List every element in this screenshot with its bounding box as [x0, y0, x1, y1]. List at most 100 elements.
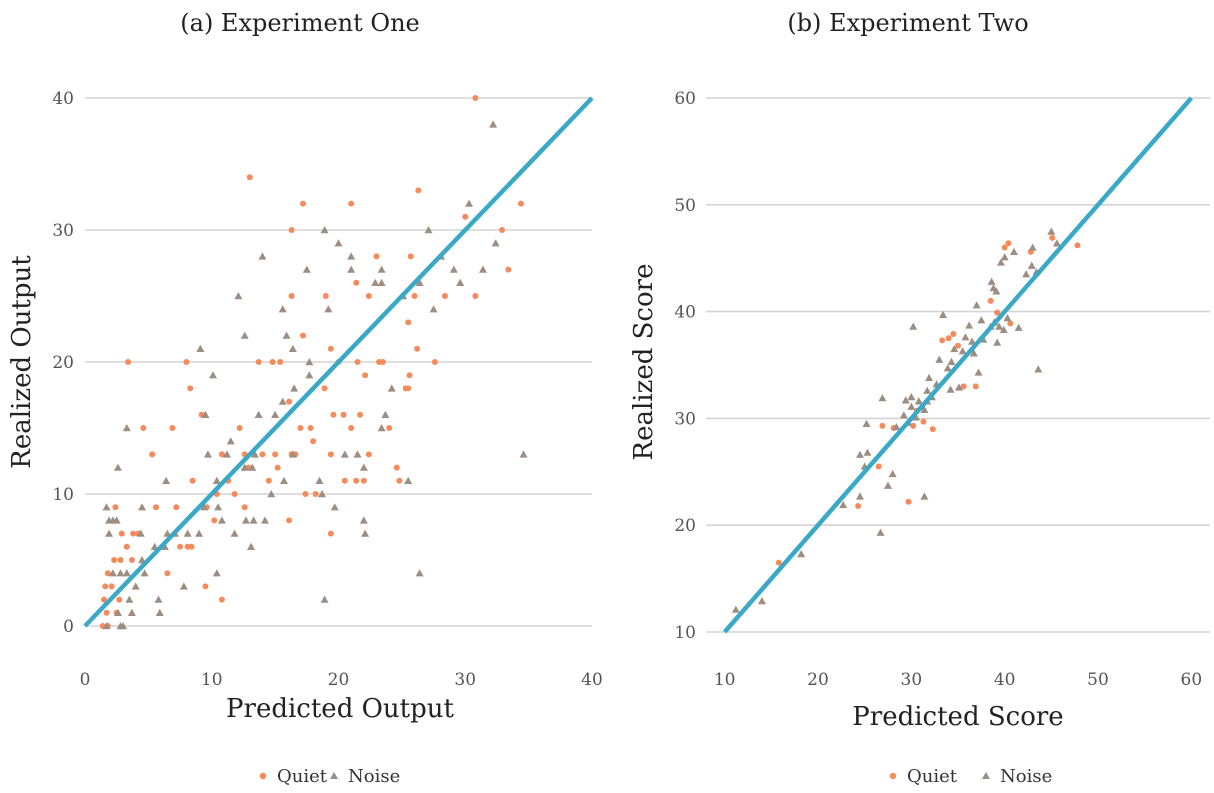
panel-b-point-noise — [969, 349, 978, 357]
panel-a-x-axis-label: Predicted Output — [226, 694, 454, 724]
panel-b-x-tick-label: 60 — [1181, 670, 1203, 690]
panel-a-point-noise — [108, 569, 117, 577]
panel-b-point-noise — [909, 322, 918, 330]
panel-b-point-noise — [920, 405, 929, 414]
panel-a-point-quiet — [297, 425, 304, 431]
panel-b-point-noise — [1000, 253, 1009, 261]
panel-a-point-quiet — [472, 293, 479, 299]
panel-b-point-quiet — [972, 383, 979, 390]
panel-a-point-noise — [324, 305, 333, 313]
panel-b-point-noise — [876, 528, 885, 536]
panel-b-legend-quiet-marker — [889, 772, 897, 780]
panel-b-point-noise — [907, 402, 916, 410]
panel-b-y-tick-label: 40 — [674, 303, 696, 323]
panel-a-point-noise — [387, 384, 396, 392]
panel-a-point-quiet — [405, 319, 412, 326]
panel-a-y-tick-label: 20 — [52, 353, 74, 373]
panel-a-point-noise — [302, 265, 311, 273]
panel-a-point-quiet — [321, 385, 328, 392]
panel-a-point-quiet — [164, 570, 171, 577]
panel-a-point-quiet — [431, 359, 438, 365]
panel-a-point-quiet — [117, 557, 124, 563]
panel-b-point-noise — [974, 368, 983, 376]
panel-b-legend-noise-marker — [982, 772, 990, 779]
panel-b-point-noise — [993, 338, 1002, 346]
panel-a-point-quiet — [386, 425, 393, 431]
panel-a-point-quiet — [277, 359, 284, 365]
panel-a-point-noise — [271, 410, 280, 418]
panel-a-x-tick-label: 20 — [328, 670, 350, 690]
panel-a-point-quiet — [322, 293, 329, 299]
panel-a-point-quiet — [300, 200, 307, 207]
panel-b-point-noise — [1047, 227, 1056, 235]
panel-a-point-noise — [241, 516, 250, 524]
panel-a-point-noise — [290, 384, 299, 392]
panel-a-y-tick-label: 30 — [52, 221, 74, 241]
panel-a-point-quiet — [302, 491, 309, 497]
panel-b-point-noise — [995, 322, 1004, 330]
panel-a-point-noise — [222, 450, 231, 458]
panel-a-point-quiet — [218, 596, 225, 603]
panel-a-point-noise — [377, 265, 386, 273]
panel-a-point-noise — [424, 226, 433, 234]
panel-a-point-quiet — [357, 411, 364, 418]
panel-b-point-quiet — [905, 498, 912, 505]
panel-a-point-noise — [200, 503, 209, 511]
panel-b-point-noise — [996, 258, 1005, 266]
panel-a-point-quiet — [310, 438, 317, 445]
panel-b-point-quiet — [945, 335, 952, 342]
panel-a-point-quiet — [183, 359, 190, 365]
panel-b-point-noise — [758, 597, 766, 605]
panel-a-point-quiet — [259, 451, 266, 458]
panel-b-point-noise — [946, 385, 955, 393]
panel-b-point-noise — [899, 411, 908, 419]
panel-a-point-noise — [377, 424, 386, 432]
panel-a-point-noise — [183, 529, 192, 537]
panel-a-point-noise — [122, 569, 131, 577]
panel-a-point-noise — [315, 476, 324, 484]
panel-a-point-noise — [340, 450, 349, 458]
panel-a-point-noise — [113, 463, 122, 471]
panel-a-point-quiet — [149, 451, 156, 458]
panel-b-point-quiet — [1005, 240, 1012, 247]
panel-b-point-noise — [972, 301, 981, 309]
panel-a-point-quiet — [202, 583, 209, 590]
panel-a-point-noise — [478, 265, 487, 273]
panel-b-point-quiet — [960, 383, 967, 390]
panel-a-point-noise — [154, 595, 163, 603]
panel-a-point-noise — [449, 265, 458, 273]
panel-b-point-noise — [920, 492, 929, 500]
panel-b-point-quiet — [1074, 242, 1081, 249]
panel-a-point-noise — [105, 516, 114, 524]
panel-b-y-tick-label: 20 — [674, 516, 696, 536]
panel-a-point-quiet — [211, 517, 218, 524]
panel-b-point-quiet — [775, 559, 782, 566]
panel-a-point-noise — [125, 595, 134, 603]
panel-b-point-quiet — [939, 337, 946, 344]
panel-a-point-noise — [320, 595, 329, 603]
panel-a-point-quiet — [272, 451, 279, 458]
panel-b-point-noise — [1014, 323, 1023, 331]
panel-a-point-noise — [489, 120, 498, 128]
panel-a-reference-line — [83, 96, 594, 628]
panel-a-legend-noise-label: Noise — [348, 766, 400, 787]
panel-b-point-noise — [935, 355, 944, 363]
panel-a-legend: Quiet Noise — [259, 766, 400, 787]
panel-a-point-noise — [240, 331, 249, 339]
panel-b-point-quiet — [1007, 320, 1014, 327]
panel-b-x-tick-label: 30 — [901, 670, 923, 690]
panel-b-point-noise — [907, 393, 916, 401]
panel-b-point-noise — [965, 321, 974, 329]
panel-a-point-quiet — [379, 359, 386, 365]
panel-a-point-quiet — [218, 451, 225, 458]
panel-a-point-quiet — [327, 530, 334, 537]
panel-a-point-quiet — [188, 543, 195, 550]
panel-a-point-noise — [267, 490, 276, 498]
panel-a-point-quiet — [415, 187, 422, 194]
panel-a-point-noise — [226, 437, 235, 445]
panel-a-point-noise — [214, 503, 223, 511]
panel-a-point-quiet — [101, 596, 108, 603]
panel-a-point-quiet — [300, 332, 307, 339]
panel-b-y-tick-label: 10 — [674, 623, 696, 643]
